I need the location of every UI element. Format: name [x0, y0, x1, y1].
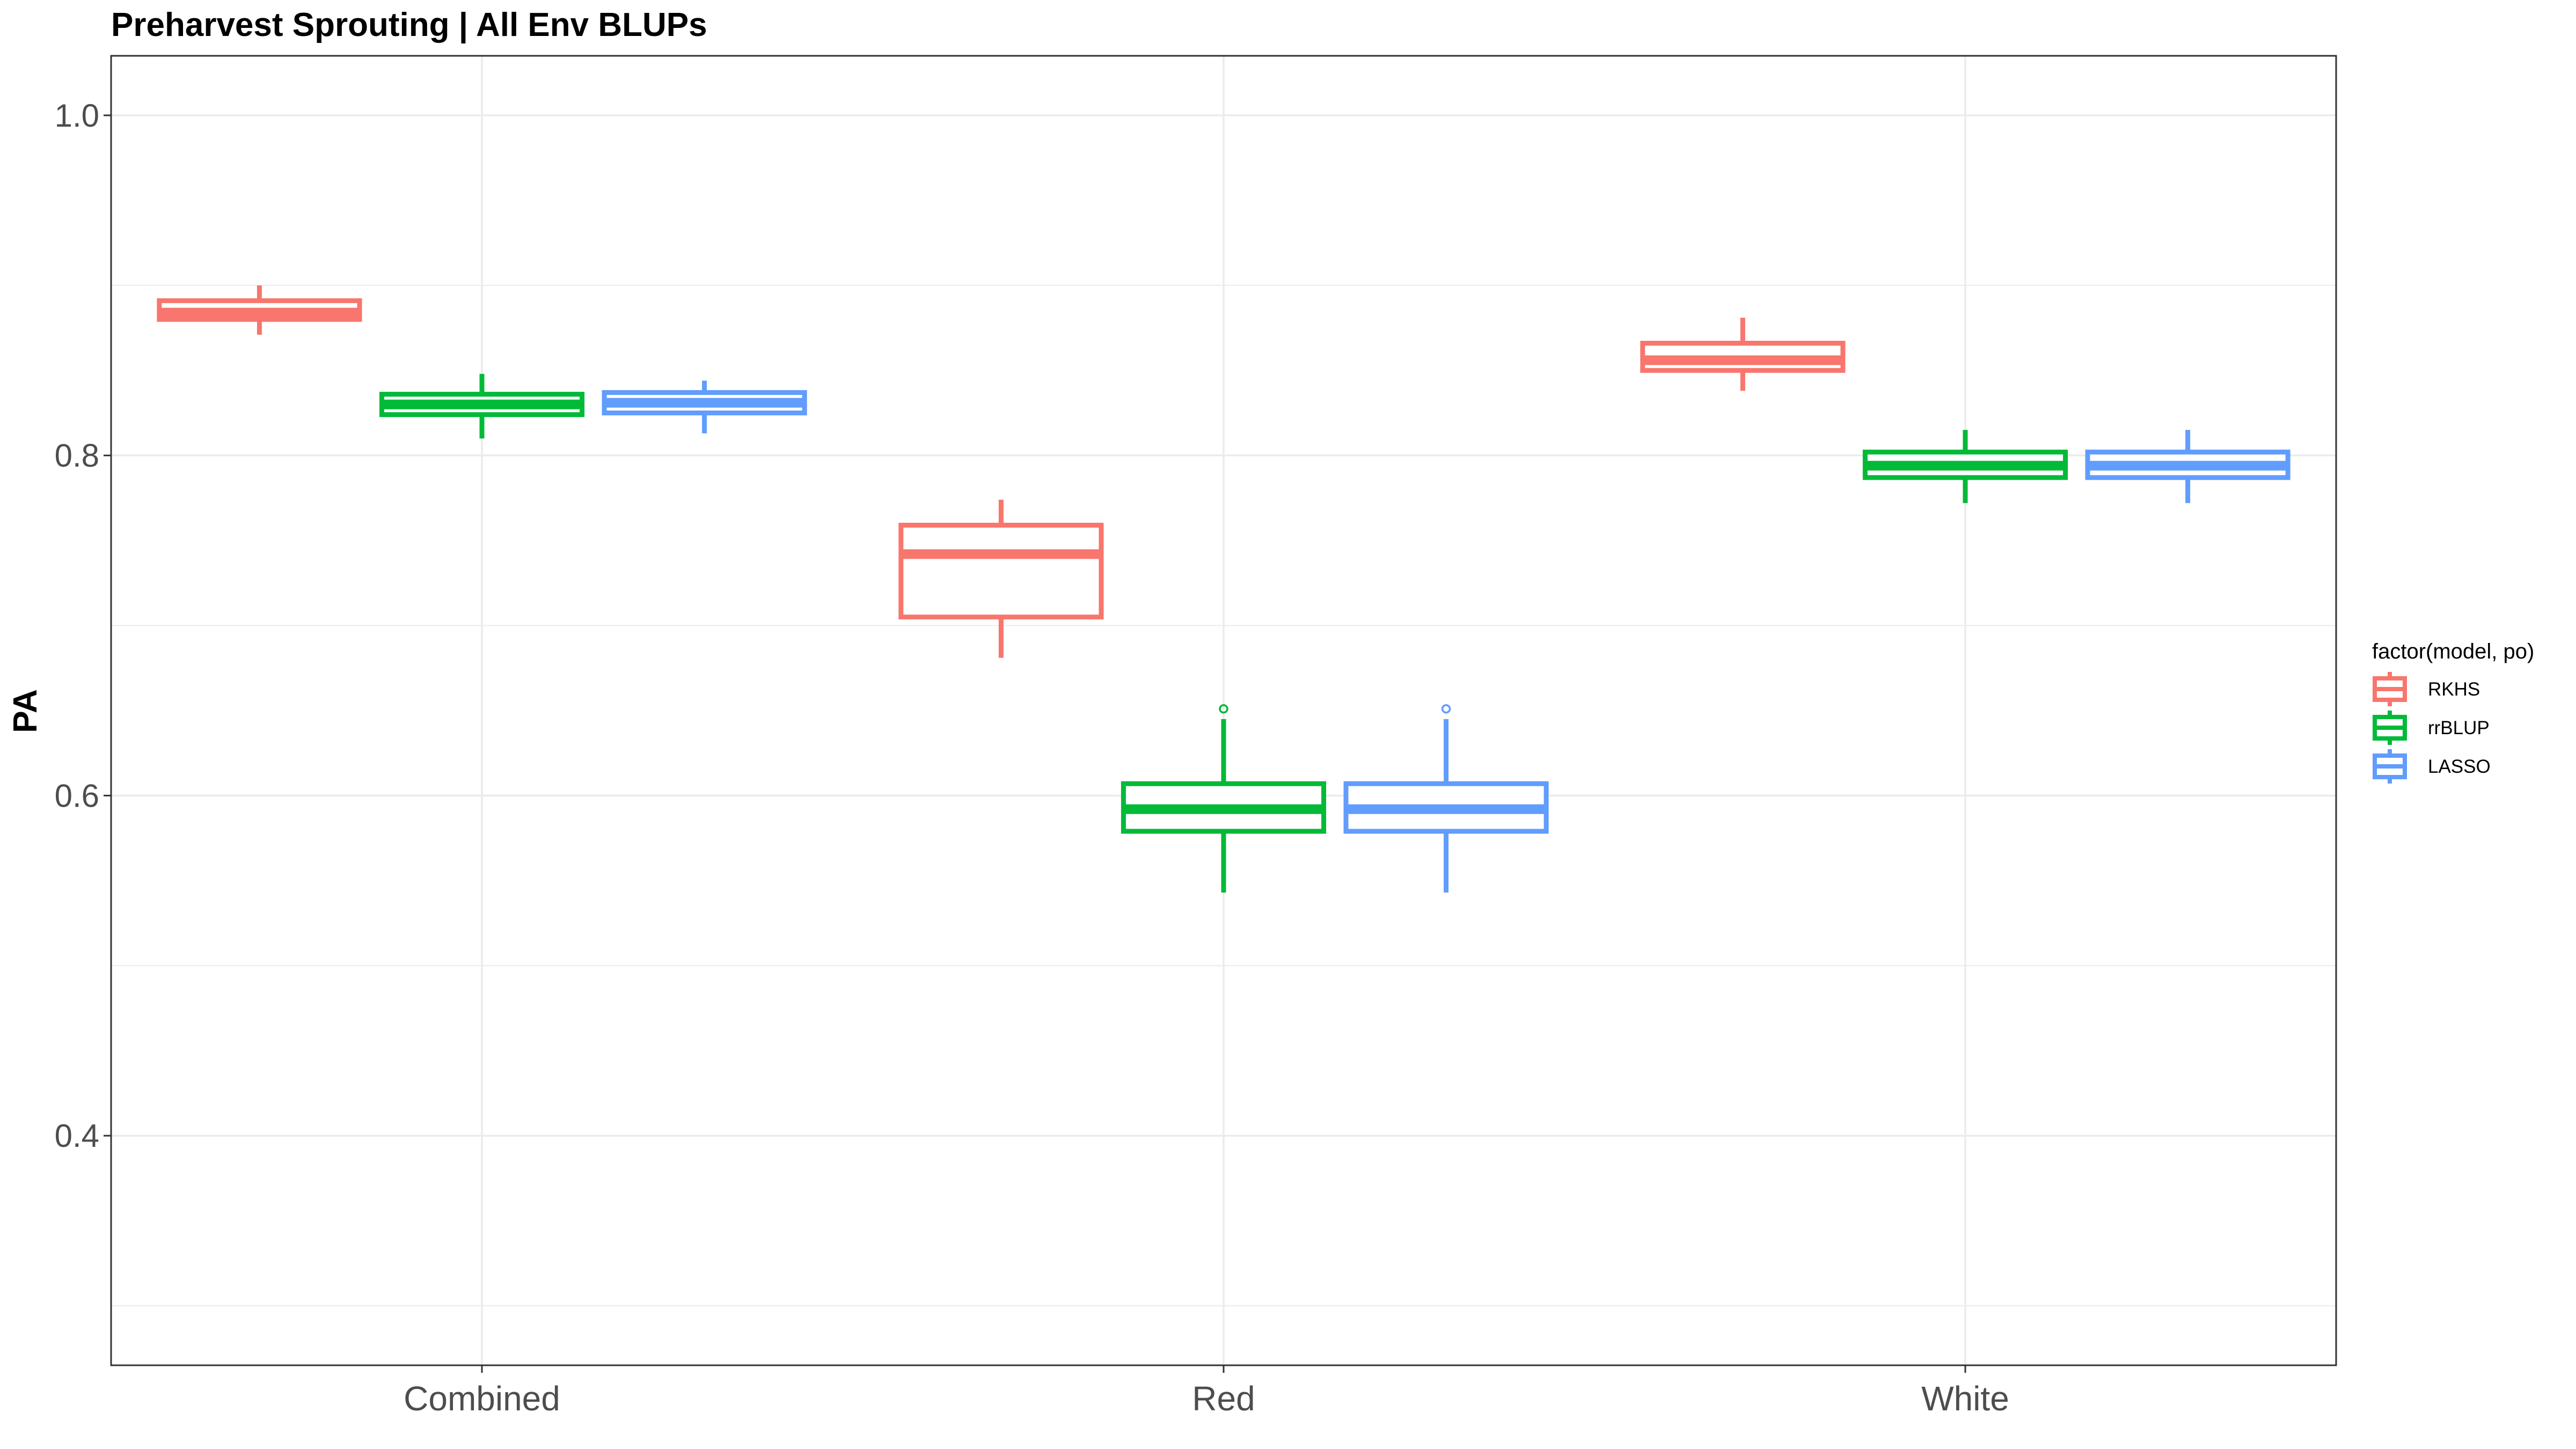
outlier-point — [1441, 704, 1451, 714]
outlier-point — [1219, 704, 1228, 714]
box-rrblup-white — [1862, 430, 2068, 503]
box-lasso-combined — [602, 380, 807, 434]
x-tick-label: White — [1921, 1379, 2009, 1418]
x-tick-label: Red — [1192, 1379, 1255, 1418]
legend-label: LASSO — [2428, 756, 2491, 777]
legend-label: RKHS — [2428, 679, 2480, 700]
series-rkhs — [157, 285, 1846, 658]
box-lasso-white — [2085, 430, 2290, 503]
box-lasso-red — [1343, 704, 1549, 893]
box-rkhs-red — [898, 500, 1104, 658]
legend-keys: RKHS rrBLUP LASSO — [2373, 672, 2491, 784]
box-rrblup-combined — [379, 374, 585, 438]
legend-item-rkhs: RKHS — [2373, 672, 2480, 706]
box-iqr — [898, 523, 1104, 620]
y-axis-label: PA — [7, 689, 44, 733]
y-axis-ticks: 0.4 0.6 0.8 1.0 — [55, 98, 111, 1154]
y-tick-label: 1.0 — [55, 98, 99, 134]
series-layer — [157, 285, 2290, 893]
x-axis-ticks: Combined Red White — [404, 1365, 2009, 1418]
box-rkhs-white — [1640, 318, 1846, 391]
chart-title: Preharvest Sprouting | All Env BLUPs — [111, 6, 707, 44]
y-tick-label: 0.6 — [55, 778, 99, 814]
legend-item-rrblup: rrBLUP — [2373, 711, 2490, 745]
series-lasso — [602, 380, 2290, 893]
box-rrblup-red — [1121, 704, 1327, 893]
legend-label: rrBLUP — [2428, 718, 2490, 738]
series-rrblup — [379, 374, 2068, 893]
y-tick-label: 0.4 — [55, 1118, 99, 1154]
y-tick-label: 0.8 — [55, 438, 99, 474]
legend-title: factor(model, po) — [2372, 640, 2534, 663]
legend: factor(model, po) RKHS rrBLUP LASSO — [2372, 640, 2534, 784]
box-rkhs-combined — [157, 285, 362, 335]
x-tick-label: Combined — [404, 1379, 560, 1418]
legend-item-lasso: LASSO — [2373, 749, 2491, 784]
